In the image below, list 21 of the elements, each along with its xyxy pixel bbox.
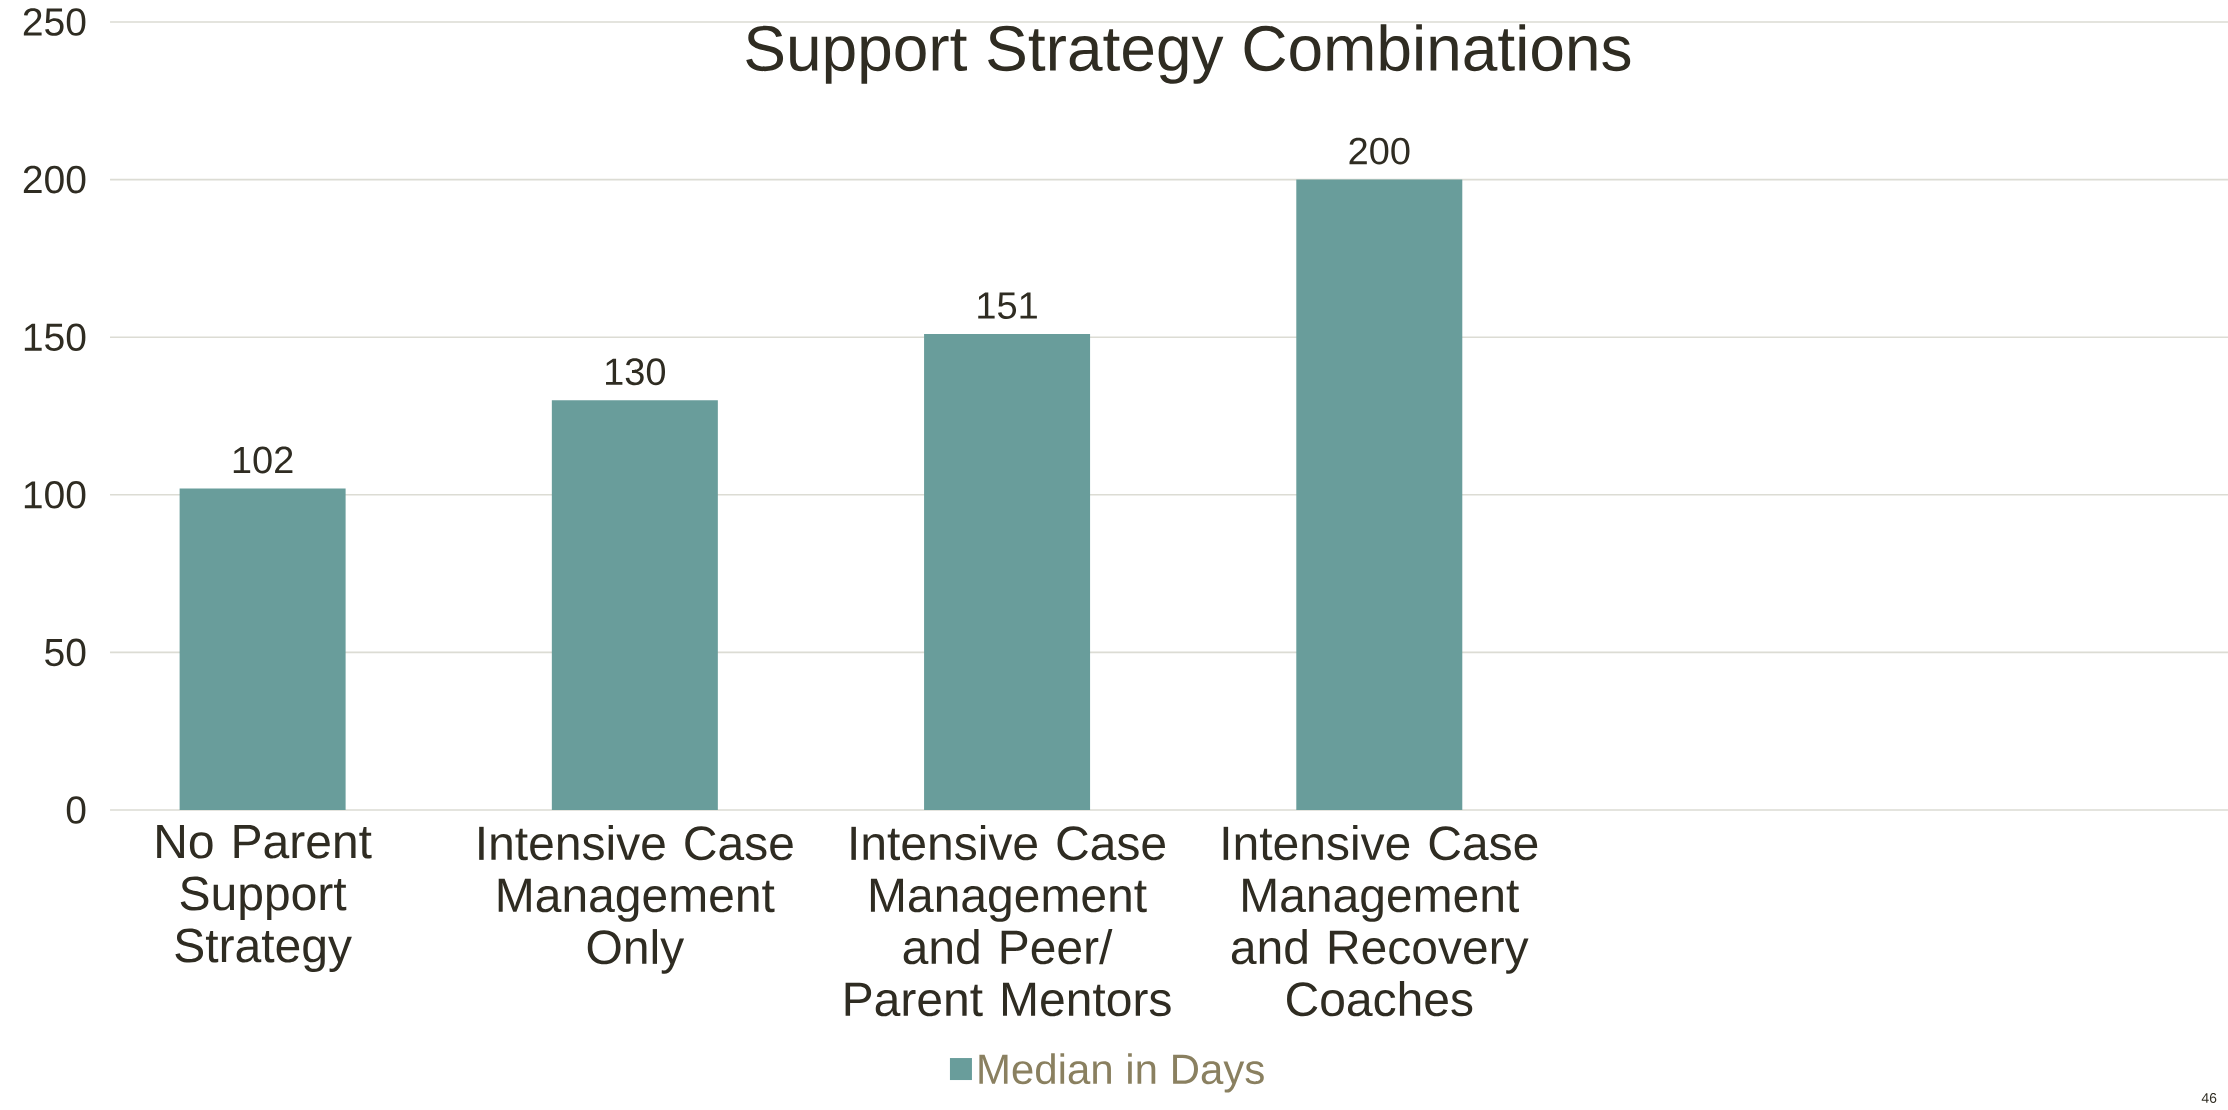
bar bbox=[924, 334, 1091, 810]
bar bbox=[179, 488, 346, 810]
x-tick-label: Intensive Case Management and Recovery Coaches bbox=[1223, 825, 1538, 1017]
data-label: 130 bbox=[606, 358, 666, 386]
x-tick-label: Intensive Case Management Only bbox=[479, 825, 793, 974]
chart-title: Support Strategy Combinations bbox=[746, 24, 1631, 84]
x-tick-label: No Parent Support Strategy bbox=[157, 825, 372, 973]
data-label: 200 bbox=[1349, 137, 1410, 165]
bar bbox=[551, 400, 718, 810]
x-tick-label: Intensive Case Management and Peer/ Parent Mentors bbox=[845, 825, 1171, 1017]
y-tick-label: 100 bbox=[24, 481, 86, 509]
y-tick-label: 0 bbox=[66, 796, 86, 824]
y-tick-label: 250 bbox=[23, 8, 86, 36]
y-tick-label: 50 bbox=[45, 638, 86, 667]
data-label: 102 bbox=[233, 446, 293, 474]
data-label: 151 bbox=[978, 292, 1037, 319]
bar bbox=[1296, 179, 1463, 810]
y-tick-label: 200 bbox=[23, 165, 86, 194]
y-tick-label: 150 bbox=[24, 323, 86, 351]
legend-label: Median in Days bbox=[979, 1053, 1264, 1093]
text: 46 bbox=[2201, 1093, 2217, 1103]
